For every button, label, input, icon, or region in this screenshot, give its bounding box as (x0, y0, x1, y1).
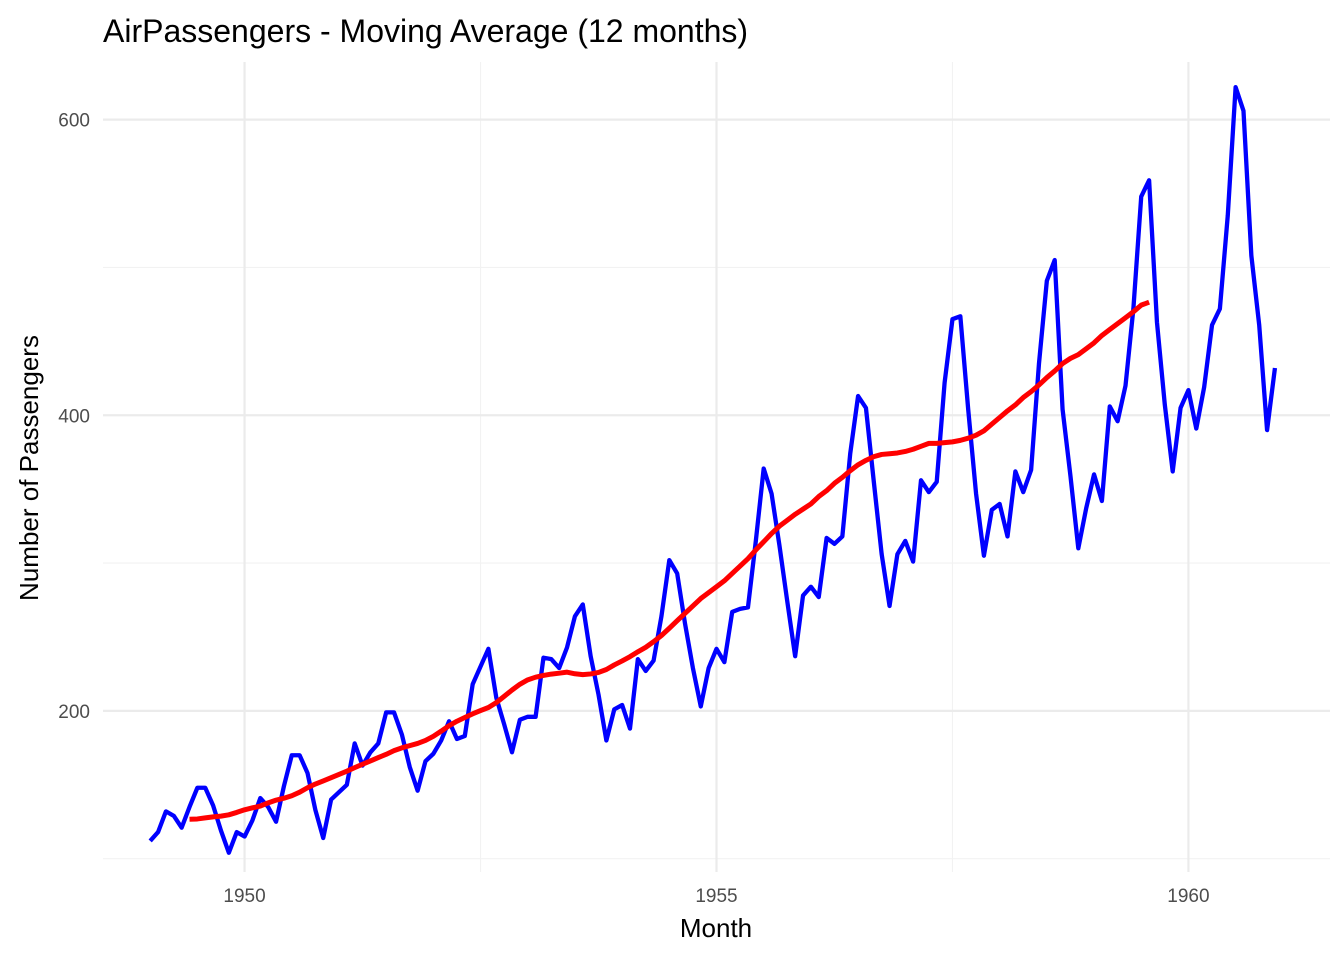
series-lines (148, 84, 1278, 855)
chart-title: AirPassengers - Moving Average (12 month… (103, 13, 748, 49)
x-tick-labels: 1950 1955 1960 (223, 886, 1209, 907)
y-axis-title: Number of Passengers (14, 335, 44, 601)
x-axis-title: Month (680, 913, 752, 943)
y-tick-label: 600 (58, 111, 90, 132)
x-tick-label: 1960 (1167, 886, 1209, 907)
x-tick-label: 1950 (223, 886, 265, 907)
passengers-line (148, 84, 1278, 855)
x-tick-label: 1955 (695, 886, 737, 907)
y-tick-label: 200 (58, 702, 90, 723)
y-tick-label: 400 (58, 406, 90, 427)
y-tick-labels: 200 400 600 (58, 111, 90, 723)
moving-average-line (189, 299, 1150, 822)
major-gridlines (103, 62, 1330, 872)
